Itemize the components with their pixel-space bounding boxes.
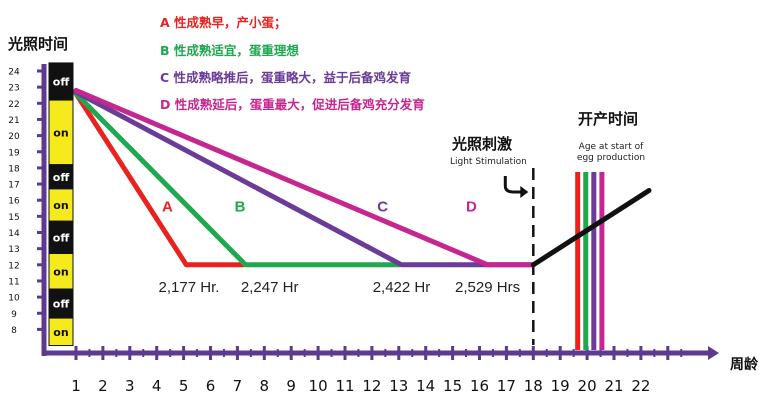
light-stimulation-label-cn: 光照刺激 [452,135,513,153]
x-axis-title: 周龄 [730,357,758,373]
series-label-A: A [162,199,173,216]
light-bar-label: off [53,298,70,311]
light-bar-off-6 [48,288,74,319]
y-tick-label: 13 [8,245,19,255]
light-stimulation-label-en: Light Stimulation [450,157,527,167]
light-bar-label: on [53,199,68,212]
x-tick-label: 21 [604,377,623,395]
series-line-post-stimulation [530,188,652,268]
series-label-B: B [235,199,246,216]
y-tick-label: 10 [8,294,20,304]
y-tick-label: 22 [8,100,19,110]
light-bar-label: on [53,326,68,339]
y-tick-label: 16 [8,197,20,207]
y-tick-label: 18 [8,164,20,174]
x-tick-label: 6 [206,377,216,395]
light-bar-label: off [53,75,70,88]
x-axis-arrow [708,346,719,360]
legend-item-a: A 性成熟早，产小蛋； [160,15,287,30]
x-tick-label: 19 [551,377,570,395]
x-tick-label: 13 [389,377,408,395]
light-stimulation-arrow [503,176,522,194]
x-tick-label: 17 [497,377,516,395]
x-tick-label: 2 [98,377,108,395]
legend-item-b: B 性成熟适宜，蛋重理想 [160,43,299,58]
series-label-C: C [377,199,388,216]
y-tick-label: 12 [8,261,19,271]
cumulative-hours-label: 2,422 Hr [373,279,431,296]
x-tick-label: 18 [524,377,543,395]
y-tick-label: 14 [8,229,20,239]
x-tick-label: 3 [125,377,135,395]
y-tick-label: 24 [8,68,20,78]
egg-production-label-en: Age at start of egg production [576,142,646,163]
light-bar-label: on [53,265,68,278]
x-tick-label: 9 [286,377,296,395]
cumulative-hours-label: 2,177 Hr. [159,279,220,296]
light-bar-on-1 [48,99,74,166]
series-line-B [73,91,402,268]
x-tick-label: 8 [260,377,270,395]
x-tick-label: 1 [71,377,81,395]
light-bar-on-7 [48,317,74,347]
light-bar-label: on [53,126,68,139]
x-tick-label: 16 [470,377,489,395]
y-tick-label: 9 [11,310,17,320]
y-tick-label: 23 [8,84,19,94]
light-bar-label: off [53,171,70,184]
y-tick-label: 15 [8,213,19,223]
y-tick-label: 8 [11,326,17,336]
x-tick-label: 22 [631,377,650,395]
cumulative-hours-label: 2,529 Hrs [455,279,520,296]
light-bar-on-5 [48,252,74,290]
egg-production-label-cn: 开产时间 [578,110,639,128]
series-line-A [73,91,246,268]
series-label-D: D [466,199,477,216]
series-line-D [73,87,536,268]
cumulative-hours-label: 2,247 Hr [241,279,299,296]
light-bar-off-4 [48,220,74,254]
light-bar-label: off [53,231,70,244]
light-stimulation-arrowhead [520,186,529,198]
x-tick-label: 12 [362,377,381,395]
y-tick-label: 21 [8,116,19,126]
y-tick-label: 20 [8,132,20,142]
y-tick-label: 11 [8,277,19,287]
y-tick-label: 19 [8,148,20,158]
x-tick-label: 11 [335,377,354,395]
x-tick-label: 20 [578,377,597,395]
legend-item-d: D 性成熟延后，蛋重最大，促进后备鸡充分发育 [160,97,425,112]
x-tick-label: 14 [416,377,435,395]
y-tick-label: 17 [8,181,19,191]
x-tick-label: 5 [179,377,189,395]
x-tick-label: 7 [233,377,243,395]
x-tick-label: 4 [152,377,162,395]
legend-item-c: C 性成熟略推后，蛋重略大，益于后备鸡发育 [160,70,412,85]
x-tick-label: 15 [443,377,462,395]
x-tick-label: 10 [309,377,328,395]
y-axis-title: 光照时间 [8,35,69,53]
